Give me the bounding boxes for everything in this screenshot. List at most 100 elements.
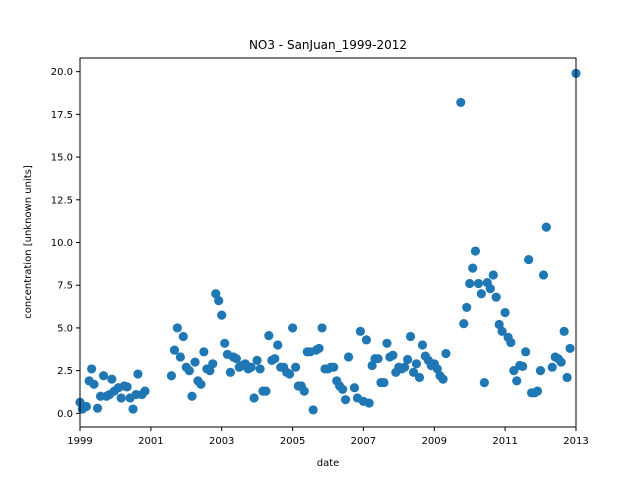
- x-tick-label: 1999: [67, 436, 92, 447]
- y-axis-label: concentration [unknown units]: [23, 165, 34, 319]
- data-point: [485, 284, 495, 294]
- data-point: [87, 364, 97, 374]
- data-point: [288, 323, 298, 333]
- y-tick-label: 12.5: [51, 195, 73, 206]
- data-point: [255, 364, 265, 374]
- y-tick-label: 15.0: [51, 153, 73, 164]
- data-point: [479, 377, 489, 388]
- data-point: [261, 386, 271, 396]
- data-point: [400, 362, 410, 372]
- y-tick-label: 20.0: [51, 67, 73, 78]
- data-point: [214, 295, 224, 306]
- data-point: [338, 384, 348, 395]
- data-point: [291, 362, 301, 372]
- y-tick-label: 5.0: [57, 323, 73, 334]
- data-point: [382, 338, 392, 348]
- data-point: [314, 343, 324, 354]
- data-point: [172, 323, 182, 333]
- data-point: [187, 391, 197, 401]
- data-point: [512, 376, 522, 386]
- data-point: [403, 354, 413, 365]
- data-point: [388, 350, 398, 360]
- x-tick-label: 2007: [351, 436, 376, 447]
- data-point: [89, 379, 99, 389]
- data-point: [405, 331, 416, 342]
- data-point: [532, 386, 543, 396]
- data-point: [343, 352, 354, 362]
- data-point: [541, 222, 551, 232]
- x-tick-label: 2009: [422, 436, 447, 447]
- data-point: [122, 382, 132, 392]
- data-point: [470, 246, 481, 256]
- data-point: [140, 386, 150, 396]
- data-point: [462, 302, 472, 313]
- data-point: [196, 379, 206, 389]
- data-point: [364, 398, 374, 408]
- x-tick-label: 2001: [138, 436, 163, 447]
- data-point: [169, 345, 180, 355]
- data-point: [128, 404, 138, 414]
- data-point: [166, 371, 177, 381]
- data-point: [417, 340, 428, 350]
- data-point: [361, 335, 372, 345]
- data-point: [225, 367, 236, 377]
- data-point: [506, 337, 516, 348]
- data-point: [473, 278, 484, 289]
- data-point: [414, 372, 425, 383]
- data-point: [252, 355, 262, 365]
- data-point: [231, 354, 241, 364]
- data-point: [199, 347, 209, 357]
- data-point: [535, 366, 546, 376]
- x-tick-label: 2011: [492, 436, 517, 447]
- data-point: [373, 354, 383, 364]
- data-point: [116, 393, 126, 403]
- y-axis-ticks: 0.0 2.5 5.0 7.5 10.0 12.5 15.0 17.5 20.0: [51, 67, 80, 420]
- x-tick-label: 2005: [280, 436, 305, 447]
- x-tick-label: 2013: [563, 436, 588, 447]
- data-point: [465, 278, 475, 289]
- data-point: [411, 359, 422, 369]
- data-point: [488, 270, 498, 280]
- data-point: [133, 369, 143, 379]
- data-point: [308, 405, 318, 415]
- x-axis-label: date: [317, 458, 340, 469]
- x-tick-label: 2003: [209, 436, 234, 447]
- data-point: [518, 361, 528, 371]
- data-point: [355, 326, 365, 336]
- data-point: [438, 374, 448, 384]
- chart-title: NO3 - SanJuan_1999-2012: [249, 38, 407, 52]
- data-point: [92, 403, 103, 413]
- data-point: [562, 372, 572, 383]
- data-point: [208, 359, 218, 369]
- data-point: [299, 386, 309, 396]
- data-point: [340, 395, 351, 405]
- data-point: [468, 263, 478, 273]
- data-point: [456, 97, 466, 108]
- x-axis-ticks: 1999 2001 2003 2005 2007 2009 2011 2013: [67, 427, 589, 447]
- plot-frame: [79, 57, 577, 428]
- data-point: [459, 319, 469, 329]
- data-point: [317, 323, 327, 333]
- data-points: [75, 68, 581, 415]
- data-point: [565, 343, 575, 354]
- data-point: [441, 348, 451, 359]
- data-point: [524, 254, 534, 265]
- data-point: [379, 377, 389, 388]
- data-point: [521, 347, 531, 357]
- y-tick-label: 17.5: [51, 110, 73, 121]
- data-point: [497, 326, 507, 336]
- y-tick-label: 7.5: [57, 281, 73, 292]
- data-point: [476, 289, 486, 299]
- data-point: [270, 354, 280, 364]
- data-point: [284, 369, 295, 379]
- data-point: [559, 326, 569, 336]
- data-point: [349, 383, 360, 393]
- data-point: [81, 401, 91, 412]
- data-point: [491, 292, 501, 302]
- data-point: [273, 340, 283, 350]
- data-point: [175, 352, 185, 362]
- data-point: [547, 362, 557, 372]
- data-point: [220, 338, 230, 348]
- data-point: [178, 331, 188, 342]
